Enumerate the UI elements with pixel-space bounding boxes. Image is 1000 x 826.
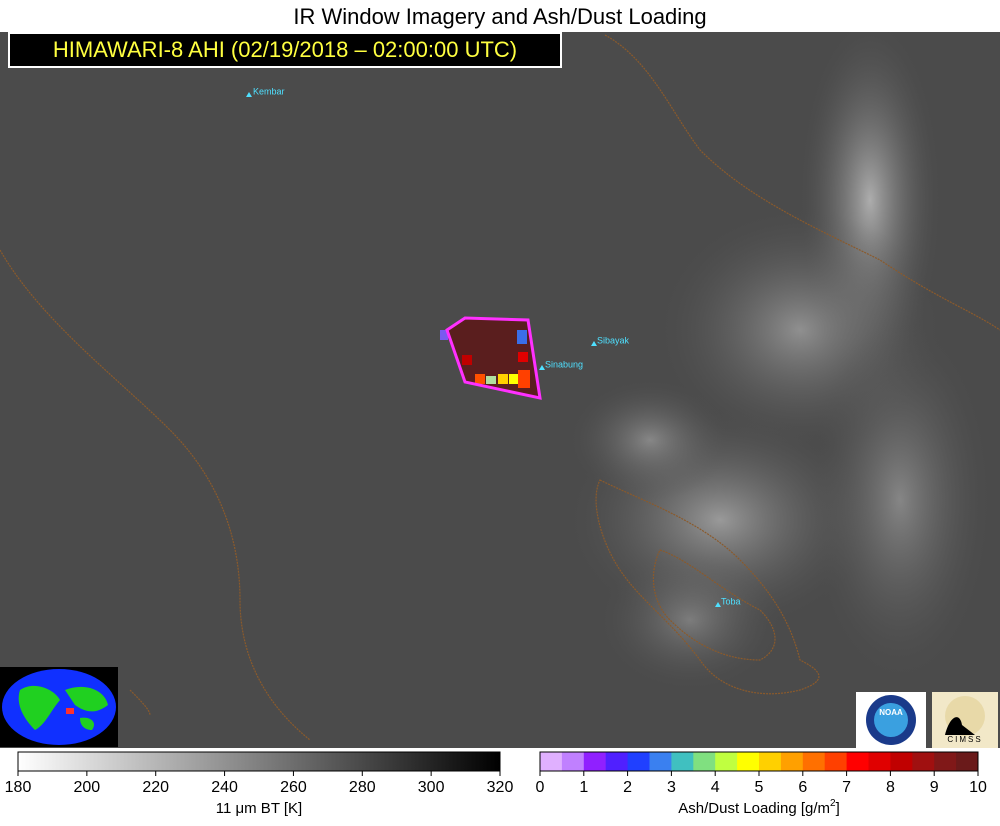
- bt-label: 11 μm BT [K]: [216, 800, 302, 817]
- ash-swatch: [649, 752, 672, 771]
- ash-retrieval: [440, 316, 542, 400]
- cimss-logo: CIMSS: [932, 692, 998, 748]
- ash-swatch: [824, 752, 848, 771]
- tick-label: 260: [280, 779, 307, 796]
- subtitle: HIMAWARI-8 AHI (02/19/2018 – 02:00:00 UT…: [53, 37, 517, 62]
- ash-swatch: [912, 752, 935, 771]
- ash-swatch: [627, 752, 650, 771]
- tick-label: 9: [930, 779, 939, 796]
- tick-label: 1: [579, 779, 588, 796]
- ash-swatch: [802, 752, 826, 771]
- noaa-logo: NOAA: [856, 692, 926, 748]
- ash-swatch: [737, 752, 760, 771]
- subtitle-box: [8, 32, 562, 68]
- ash-swatch: [693, 752, 716, 771]
- tick-label: 200: [74, 779, 101, 796]
- volcanoes: Kembar Sibayak Sinabung Toba: [246, 86, 741, 607]
- ash-swatch: [759, 752, 782, 771]
- ash-swatch: [868, 752, 891, 771]
- ash-swatch: [583, 752, 607, 771]
- ash-label-end: ]: [836, 800, 840, 817]
- tick-label: 6: [798, 779, 807, 796]
- tick-label: 240: [211, 779, 238, 796]
- tick-label: 280: [349, 779, 376, 796]
- title: IR Window Imagery and Ash/Dust Loading: [293, 4, 706, 29]
- tick-label: 2: [623, 779, 632, 796]
- ash-swatch: [934, 752, 957, 771]
- ash-swatch: [715, 752, 738, 771]
- tick-label: 7: [842, 779, 851, 796]
- noaa-text: NOAA: [879, 708, 903, 717]
- tick-label: 320: [487, 779, 514, 796]
- cimss-text: CIMSS: [947, 735, 982, 744]
- ash-swatch: [780, 752, 804, 771]
- tick-label: 5: [755, 779, 764, 796]
- bt-colorbar: [17, 751, 501, 772]
- ash-label: Ash/Dust Loading [g/m2]: [678, 798, 840, 817]
- ash-swatch: [890, 752, 913, 771]
- ash-label-main: Ash/Dust Loading [g/m: [678, 800, 830, 817]
- ash-swatch: [846, 752, 869, 771]
- clouds: [570, 20, 990, 690]
- volcano-label: Sibayak: [597, 335, 630, 345]
- tick-label: 220: [142, 779, 169, 796]
- ash-swatch: [956, 752, 979, 771]
- volcano-label: Kembar: [253, 86, 285, 96]
- globe-inset: [0, 667, 118, 747]
- tick-label: 4: [711, 779, 720, 796]
- coastlines: [0, 34, 1000, 741]
- ash-swatch: [540, 752, 563, 771]
- title-band: [0, 0, 1000, 32]
- volcano-label: Toba: [721, 596, 741, 606]
- volcano-label: Sinabung: [545, 359, 583, 369]
- ash-swatch: [561, 752, 585, 771]
- tick-label: 8: [886, 779, 895, 796]
- tick-label: 180: [5, 779, 32, 796]
- ash-colorbar: [539, 751, 979, 772]
- ash-swatch: [671, 752, 694, 771]
- ash-label-sup: 2: [830, 798, 836, 809]
- tick-label: 0: [536, 779, 545, 796]
- tick-label: 3: [667, 779, 676, 796]
- ash-swatch: [605, 752, 629, 771]
- tick-label: 10: [969, 779, 987, 796]
- tick-label: 300: [418, 779, 445, 796]
